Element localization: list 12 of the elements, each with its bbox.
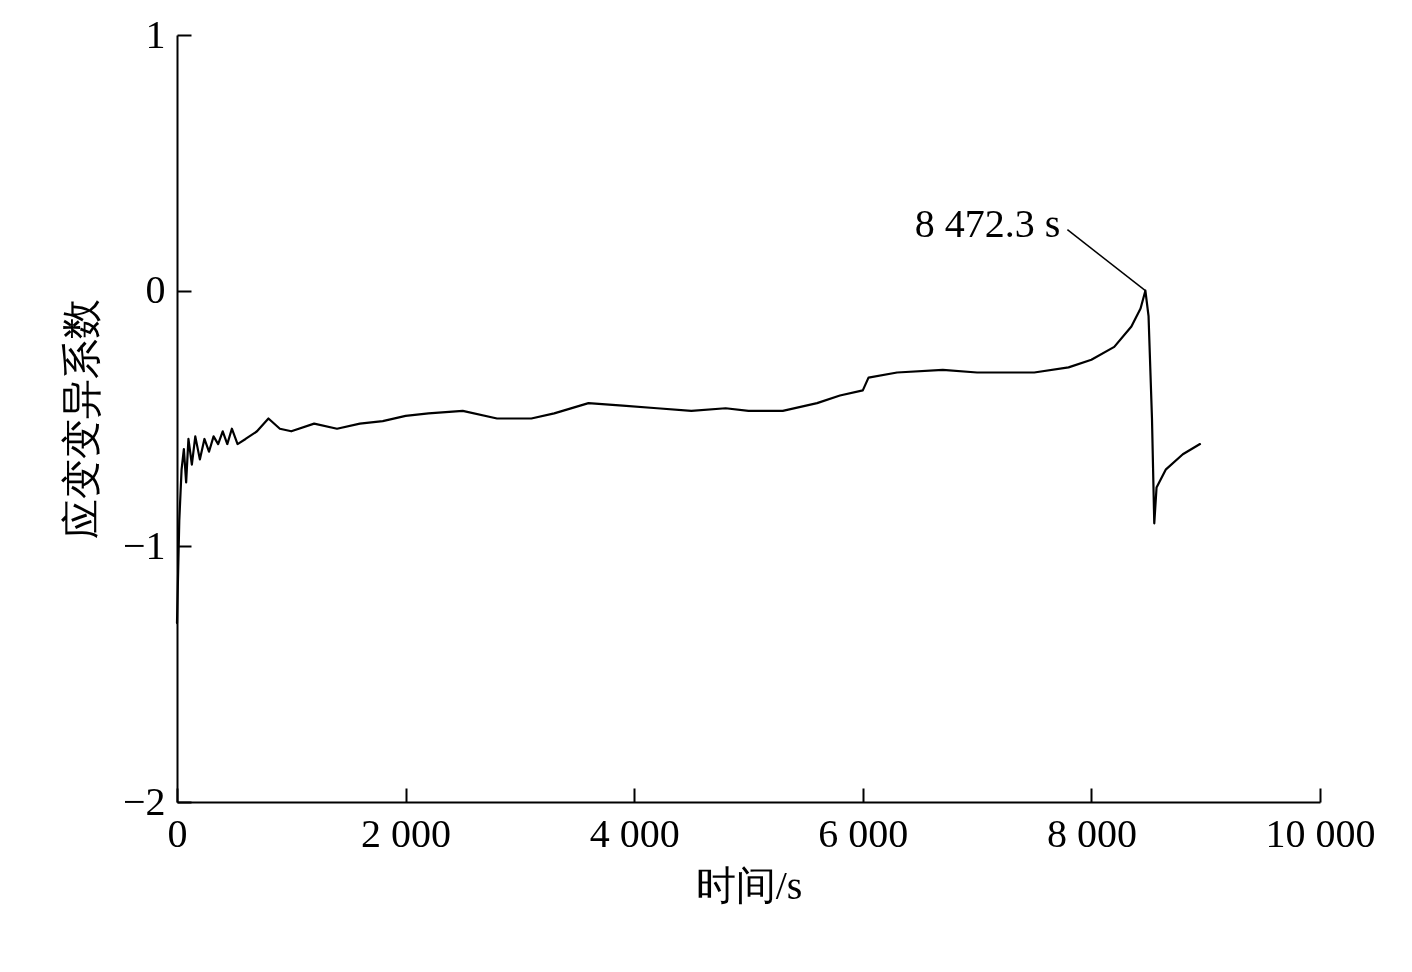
x-axis-title: 时间/s — [695, 862, 803, 908]
x-tick-label: 8 000 — [1046, 810, 1137, 856]
y-tick-label: −2 — [122, 778, 166, 824]
x-tick-label: 4 000 — [589, 810, 680, 856]
annotation: 8 472.3 s — [914, 200, 1061, 246]
y-tick-label: −1 — [122, 522, 166, 568]
y-axis-title: 应变变异系数 — [58, 299, 104, 539]
x-tick-label: 2 000 — [361, 810, 452, 856]
y-tick-label: 1 — [145, 11, 166, 57]
x-tick-label: 6 000 — [818, 810, 909, 856]
x-tick-label: 10 000 — [1265, 810, 1376, 856]
y-tick-label: 0 — [145, 267, 166, 313]
